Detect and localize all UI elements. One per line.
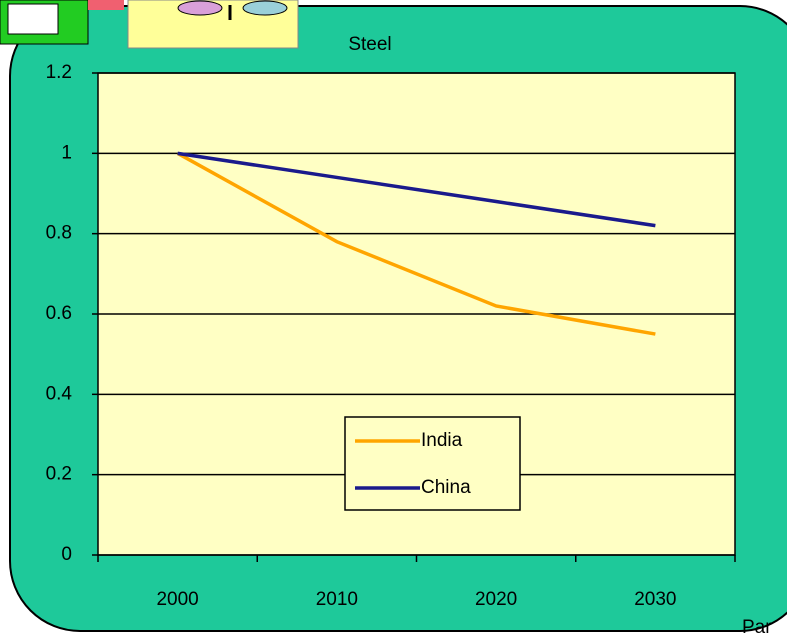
legend-label: India [421, 430, 463, 451]
annotation: Par [742, 617, 772, 637]
y-tick-label: 1.2 [46, 62, 72, 83]
y-tick-label: 0 [61, 544, 72, 565]
y-tick-label: 0.6 [46, 303, 72, 324]
chart-title: Steel [348, 34, 391, 55]
y-tick-label: 0.2 [46, 464, 72, 485]
x-tick-label: 2020 [475, 589, 517, 610]
legend-box [344, 416, 521, 511]
legend-label: China [421, 477, 471, 498]
y-tick-label: 1 [61, 142, 72, 163]
data-line [177, 151, 656, 228]
y-tick-label: 0.4 [46, 383, 73, 404]
x-tick-label: 2030 [634, 589, 676, 610]
decor-icons [0, 0, 299, 49]
x-tick-label: 2000 [156, 589, 198, 610]
data-line [176, 151, 656, 336]
x-tick-label: 2010 [316, 589, 358, 610]
y-tick-label: 0.8 [46, 223, 72, 244]
